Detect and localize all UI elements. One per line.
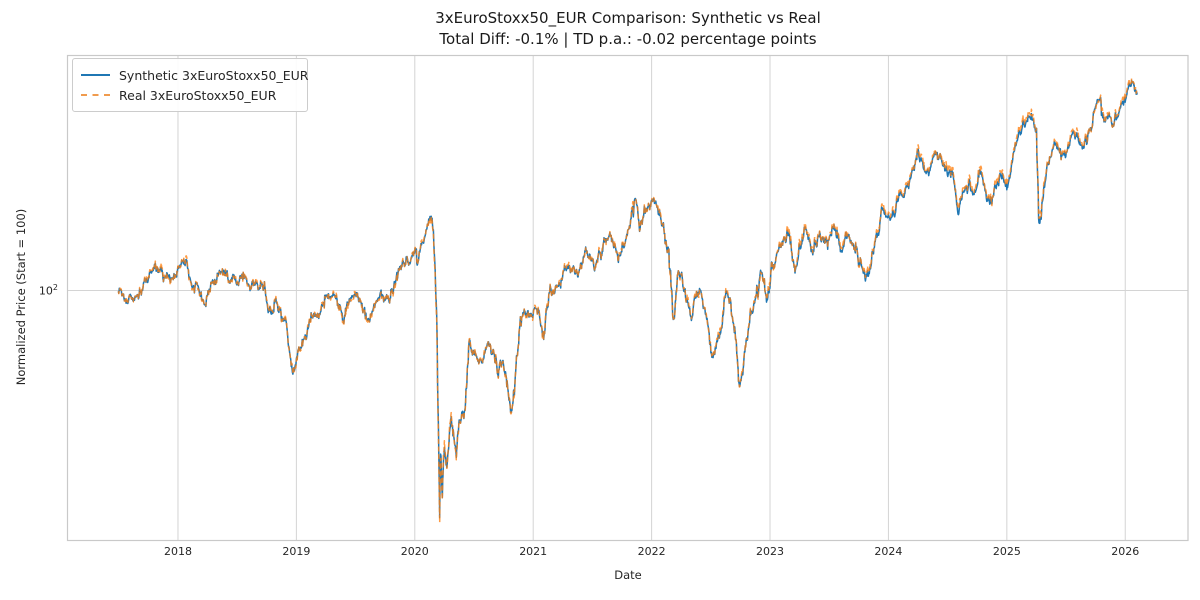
- plot-border: [66, 54, 1189, 542]
- legend-label-synthetic: Synthetic 3xEuroStoxx50_EUR: [119, 67, 309, 83]
- legend-line-sample-dashed-icon: [81, 94, 110, 96]
- chart-title-line1: 3xEuroStoxx50_EUR Comparison: Synthetic …: [435, 9, 821, 27]
- series-real-line: [117, 77, 1138, 524]
- x-tick-label-2023: 2023: [756, 545, 785, 558]
- legend: Synthetic 3xEuroStoxx50_EUR Real 3xEuroS…: [72, 58, 308, 112]
- chart-title-line2: Total Diff: -0.1% | TD p.a.: -0.02 perce…: [439, 30, 817, 48]
- legend-entry-synthetic: Synthetic 3xEuroStoxx50_EUR: [81, 68, 308, 83]
- x-tick-label-2024: 2024: [874, 545, 903, 558]
- legend-label-real: Real 3xEuroStoxx50_EUR: [119, 87, 277, 103]
- legend-line-sample-solid-icon: [81, 74, 110, 76]
- chart-title: 3xEuroStoxx50_EUR Comparison: Synthetic …: [68, 8, 1188, 50]
- y-tick-label: 102: [38, 283, 58, 298]
- x-tick-label-2018: 2018: [163, 545, 192, 558]
- legend-entry-real: Real 3xEuroStoxx50_EUR: [81, 88, 299, 103]
- x-tick-label-2025: 2025: [992, 545, 1021, 558]
- x-tick-label-2021: 2021: [519, 545, 548, 558]
- x-tick-label-2026: 2026: [1111, 545, 1140, 558]
- x-tick-label-2022: 2022: [637, 545, 666, 558]
- x-tick-label-2020: 2020: [400, 545, 429, 558]
- series-synthetic-line: [117, 79, 1138, 519]
- y-axis-label: Normalized Price (Start = 100): [14, 208, 28, 386]
- x-tick-label-2019: 2019: [282, 545, 311, 558]
- x-axis-label: Date: [614, 568, 642, 582]
